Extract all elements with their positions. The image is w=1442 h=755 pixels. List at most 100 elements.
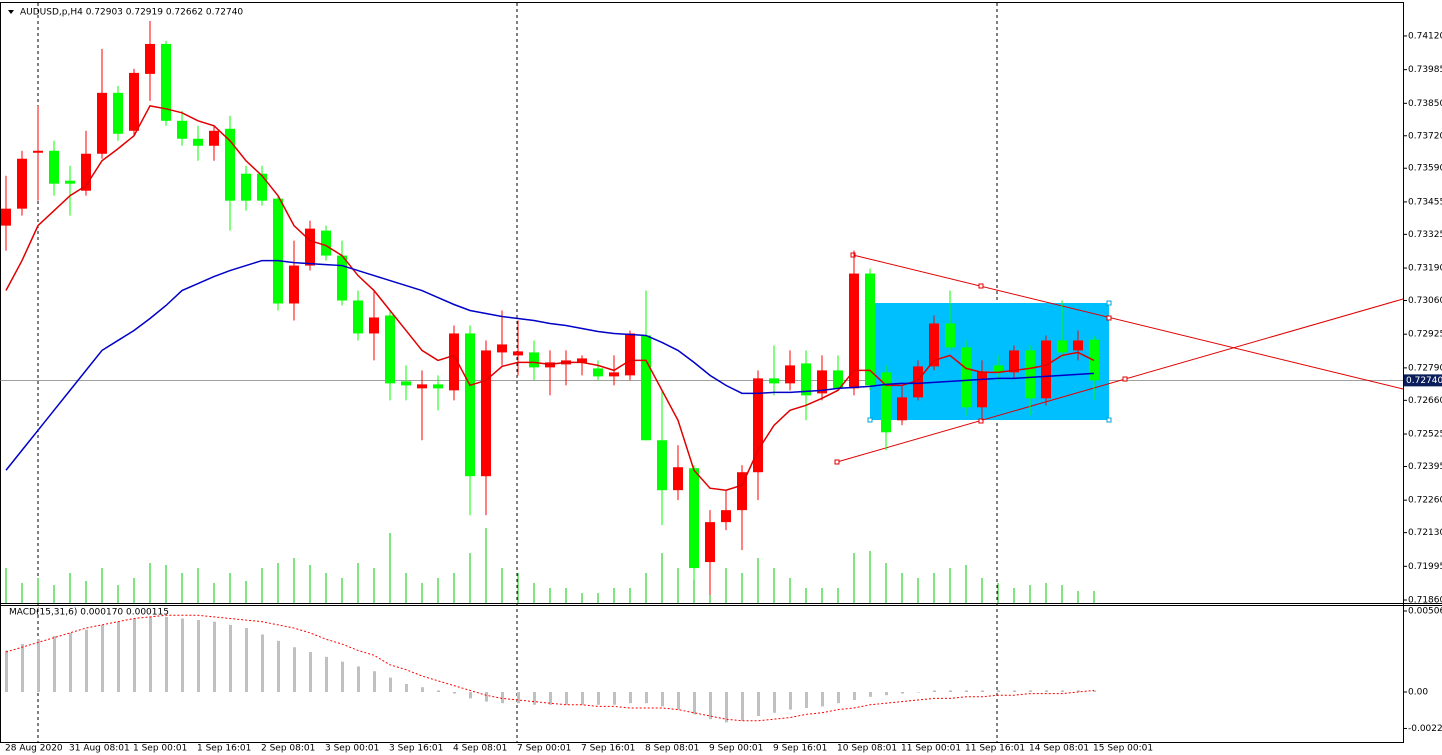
- macd-bar: [1045, 690, 1048, 693]
- candle-body: [657, 440, 667, 491]
- macd-bar: [853, 692, 856, 700]
- y-tick-label: -0.00228: [1408, 724, 1442, 734]
- x-tick-label: 28 Aug 2020: [5, 744, 63, 754]
- candle-body: [49, 150, 59, 184]
- candle-body: [785, 365, 795, 384]
- candle-body: [145, 43, 155, 74]
- x-tick-label: 15 Sep 00:01: [1093, 744, 1153, 754]
- y-tick-label: 0.73190: [1408, 264, 1442, 274]
- candle-body: [1009, 350, 1019, 373]
- candle-body: [929, 323, 939, 367]
- y-tick-label: 0.72260: [1408, 496, 1442, 506]
- candle-body: [209, 130, 219, 146]
- macd-bar: [389, 677, 392, 693]
- macd-bar: [805, 692, 808, 708]
- macd-bar: [1029, 690, 1032, 693]
- candle-body: [833, 370, 843, 389]
- trend-line[interactable]: [836, 298, 1404, 463]
- candle-body: [113, 92, 123, 134]
- macd-bar: [773, 692, 776, 713]
- y-tick-label: 0.71860: [1408, 596, 1442, 606]
- anchor: [978, 283, 984, 289]
- trend-line[interactable]: [852, 254, 1404, 390]
- candle-body: [465, 333, 475, 477]
- candle-body: [417, 384, 427, 389]
- macd-bar: [981, 690, 984, 693]
- x-tick-label: 4 Sep 08:01: [453, 744, 507, 754]
- macd-bar: [325, 656, 328, 693]
- y-tick-label: 0.73720: [1408, 131, 1442, 141]
- y-tick-label: 0.72395: [1408, 462, 1442, 472]
- y-tick-label: 0.73590: [1408, 164, 1442, 174]
- candle-body: [369, 317, 379, 334]
- candle-body: [625, 333, 635, 376]
- macd-bar: [645, 692, 648, 704]
- macd-bar: [741, 692, 744, 721]
- candle-body: [977, 371, 987, 408]
- macd-bar: [357, 666, 360, 693]
- symbol-menu-icon[interactable]: [8, 10, 14, 14]
- candle-body: [913, 366, 923, 398]
- macd-bar: [373, 671, 376, 693]
- x-tick-label: 14 Sep 08:01: [1029, 744, 1089, 754]
- anchor: [978, 418, 984, 424]
- candle-body: [689, 468, 699, 569]
- rectangle-object[interactable]: [870, 303, 1109, 420]
- candle-body: [385, 315, 395, 384]
- y-tick-label: 0.73325: [1408, 230, 1442, 240]
- y-tick-label: 0.71995: [1408, 562, 1442, 572]
- candle-body: [289, 265, 299, 304]
- macd-bar: [613, 692, 616, 705]
- macd-bar: [469, 692, 472, 699]
- y-tick-label: 0.73060: [1408, 296, 1442, 306]
- x-tick-label: 7 Sep 00:01: [517, 744, 571, 754]
- anchor: [834, 459, 840, 465]
- anchor: [1106, 315, 1112, 321]
- y-tick-label: 0.73850: [1408, 99, 1442, 109]
- candle-body: [529, 352, 539, 368]
- candle-body: [801, 363, 811, 396]
- macd-bar: [117, 621, 120, 693]
- candle-body: [129, 72, 139, 131]
- x-tick-label: 1 Sep 00:01: [133, 744, 187, 754]
- candle-body: [1041, 340, 1051, 399]
- macd-bar: [581, 692, 584, 705]
- anchor: [1122, 376, 1128, 382]
- macd-bar: [565, 692, 568, 705]
- macd-bar: [197, 620, 200, 693]
- macd-bar: [453, 692, 456, 694]
- macd-bar: [165, 616, 168, 693]
- macd-bar: [1077, 690, 1080, 693]
- candle-body: [945, 323, 955, 348]
- candle-body: [353, 300, 363, 334]
- x-tick-label: 2 Sep 08:01: [261, 744, 315, 754]
- macd-bar: [533, 692, 536, 705]
- macd-bar: [133, 618, 136, 693]
- x-tick-label: 9 Sep 16:01: [773, 744, 827, 754]
- macd-bar: [149, 616, 152, 693]
- macd-bar: [1013, 690, 1016, 693]
- signal-line: [5, 614, 1095, 722]
- y-tick-label: 0.72925: [1408, 330, 1442, 340]
- macd-bar: [933, 690, 936, 693]
- macd-bar: [421, 687, 424, 693]
- drawings: [834, 252, 1404, 465]
- candle-body: [705, 522, 715, 563]
- y-tick-label: 0.00: [1408, 688, 1428, 698]
- candle-body: [177, 120, 187, 139]
- candle-body: [65, 180, 75, 184]
- macd-bar: [5, 650, 8, 693]
- anchor: [1106, 417, 1112, 423]
- candle-body: [161, 43, 171, 121]
- macd-bar: [181, 618, 184, 693]
- chart-title: AUDUSD,p,H4 0.72903 0.72919 0.72662 0.72…: [20, 8, 243, 18]
- candle-body: [737, 472, 747, 511]
- candle-body: [449, 333, 459, 391]
- y-tick-label: 0.005068: [1408, 606, 1442, 616]
- macd-bar: [245, 628, 248, 693]
- macd-bar: [629, 692, 632, 704]
- macd-bar: [597, 692, 600, 705]
- macd-bar: [1061, 690, 1064, 693]
- candle-body: [33, 150, 43, 153]
- candle-body: [849, 273, 859, 389]
